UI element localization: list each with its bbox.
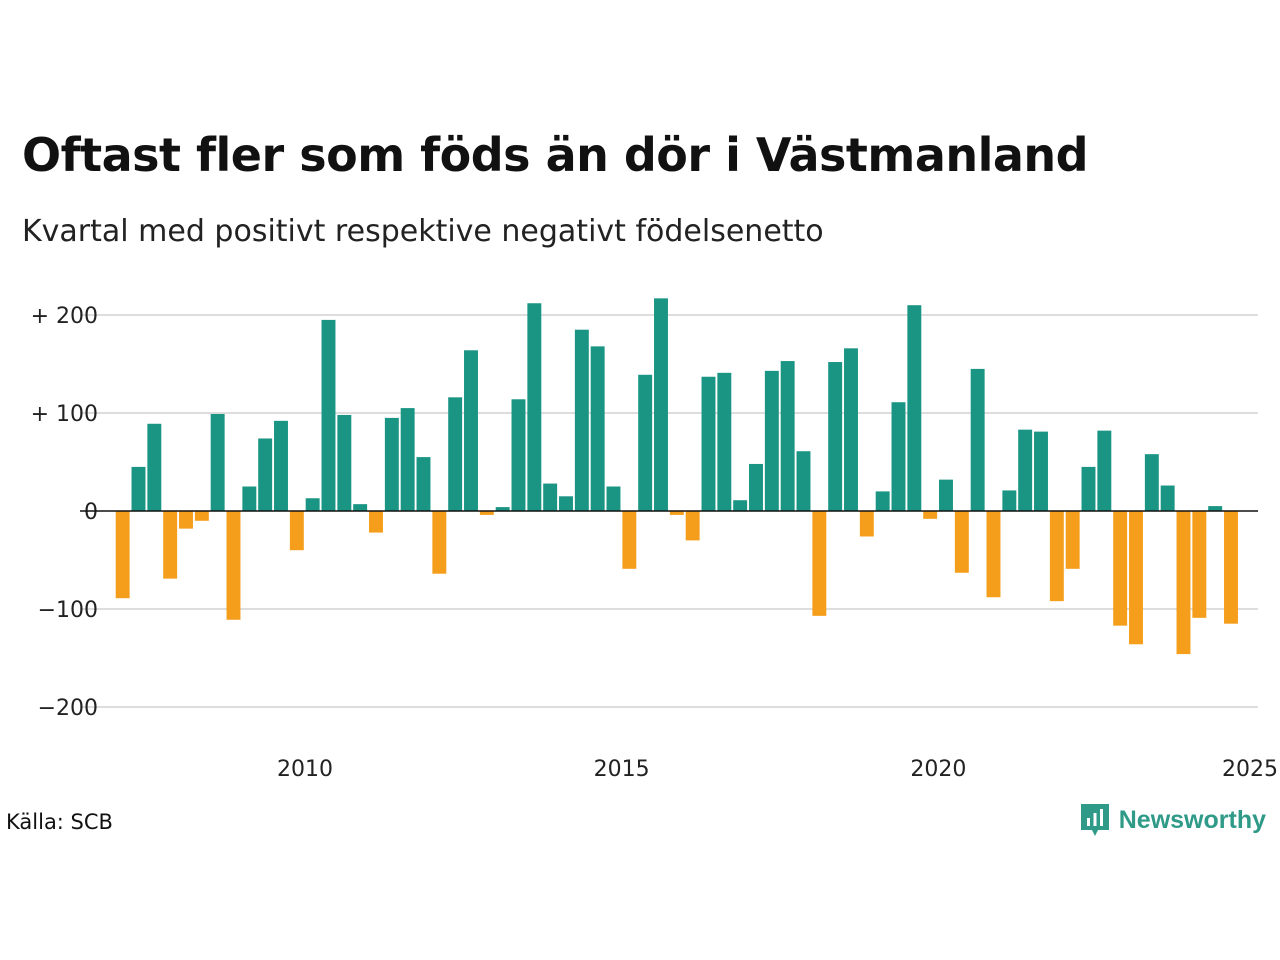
bar-negative [369,511,383,533]
bar-positive [701,376,716,511]
bar-positive [1002,490,1017,511]
bar-positive [242,486,257,511]
bar-positive [1097,430,1112,511]
bar-negative [1049,511,1064,602]
bar-negative [669,511,684,515]
bar-positive [780,361,795,511]
bar-negative [194,511,209,521]
newsworthy-logo-icon [1080,804,1109,836]
bar-positive [1018,429,1033,511]
bar-negative [179,511,193,529]
newsworthy-brand: Newsworthy [1079,802,1266,838]
source-note: Källa: SCB [6,810,113,834]
bar-positive [1208,506,1223,511]
bar-positive [511,399,526,511]
bar-negative [812,511,827,616]
bar-negative [163,511,178,579]
bar-positive [384,417,399,511]
bar-positive [606,486,621,511]
brand-name: Newsworthy [1118,805,1266,834]
bar-positive [590,346,605,511]
bar-negative [1192,511,1207,618]
bar-positive [733,500,748,511]
bar-negative [685,511,700,541]
bar-negative [986,511,1001,598]
x-tick-label: 2025 [1222,757,1278,782]
bar-negative [954,511,969,573]
y-tick-label: + 200 [31,304,98,329]
y-tick-label: −100 [38,598,98,623]
bar-negative [923,511,938,519]
bar-positive [828,362,843,511]
bar-negative [1065,511,1080,569]
bar-positive [907,305,922,511]
bar-positive [875,491,890,511]
bar-positive [717,372,732,511]
bar-positive [891,402,906,511]
bar-negative [289,511,304,551]
bar-positive [970,368,985,511]
bar-negative [1224,511,1238,624]
bar-positive [574,329,589,511]
bar-negative [226,511,241,620]
bar-positive [400,408,415,511]
bar-negative [1113,511,1128,626]
bar-negative [479,511,494,515]
bar-positive [147,423,162,511]
bar-positive [274,420,288,511]
bar-positive [1144,454,1159,511]
y-tick-label: −200 [38,696,98,721]
bar-negative [859,511,874,537]
x-tick-label: 2010 [277,757,333,782]
bar-negative [115,511,130,599]
bar-positive [796,451,811,511]
bar-positive [638,374,653,511]
bar-positive [448,397,463,511]
bar-positive [543,483,558,511]
bar-positive [258,438,273,511]
x-tick-label: 2020 [910,757,966,782]
chart-title: Oftast fler som föds än dör i Västmanlan… [22,128,1089,182]
bar-positive [210,413,225,511]
bar-positive [1034,431,1048,511]
bar-negative [1176,511,1191,655]
bar-positive [844,348,858,511]
bar-positive [1160,485,1175,511]
bar-positive [527,303,542,511]
bar-positive [353,504,368,511]
chart-subtitle: Kvartal med positivt respektive negativt… [22,214,824,249]
y-tick-label: + 100 [31,402,98,427]
bar-negative [1129,511,1143,645]
bar-positive [559,496,573,511]
bar-positive [939,479,953,511]
bar-chart: + 200 + 100 0 −100 −200 2010 2015 2020 2025 [31,298,1278,782]
bar-positive [495,507,510,511]
bar-positive [337,414,352,511]
bar-negative [622,511,637,569]
bar-positive [764,370,779,511]
bar-negative [432,511,447,574]
bar-positive [464,350,478,511]
bar-positive [654,298,668,511]
bar-positive [131,466,146,511]
bar-positive [416,457,431,511]
bar-positive [305,498,320,511]
y-tick-label: 0 [84,500,98,525]
x-tick-label: 2015 [594,757,650,782]
bar-positive [321,319,336,511]
bar-positive [749,463,763,511]
bar-positive [1081,466,1096,511]
